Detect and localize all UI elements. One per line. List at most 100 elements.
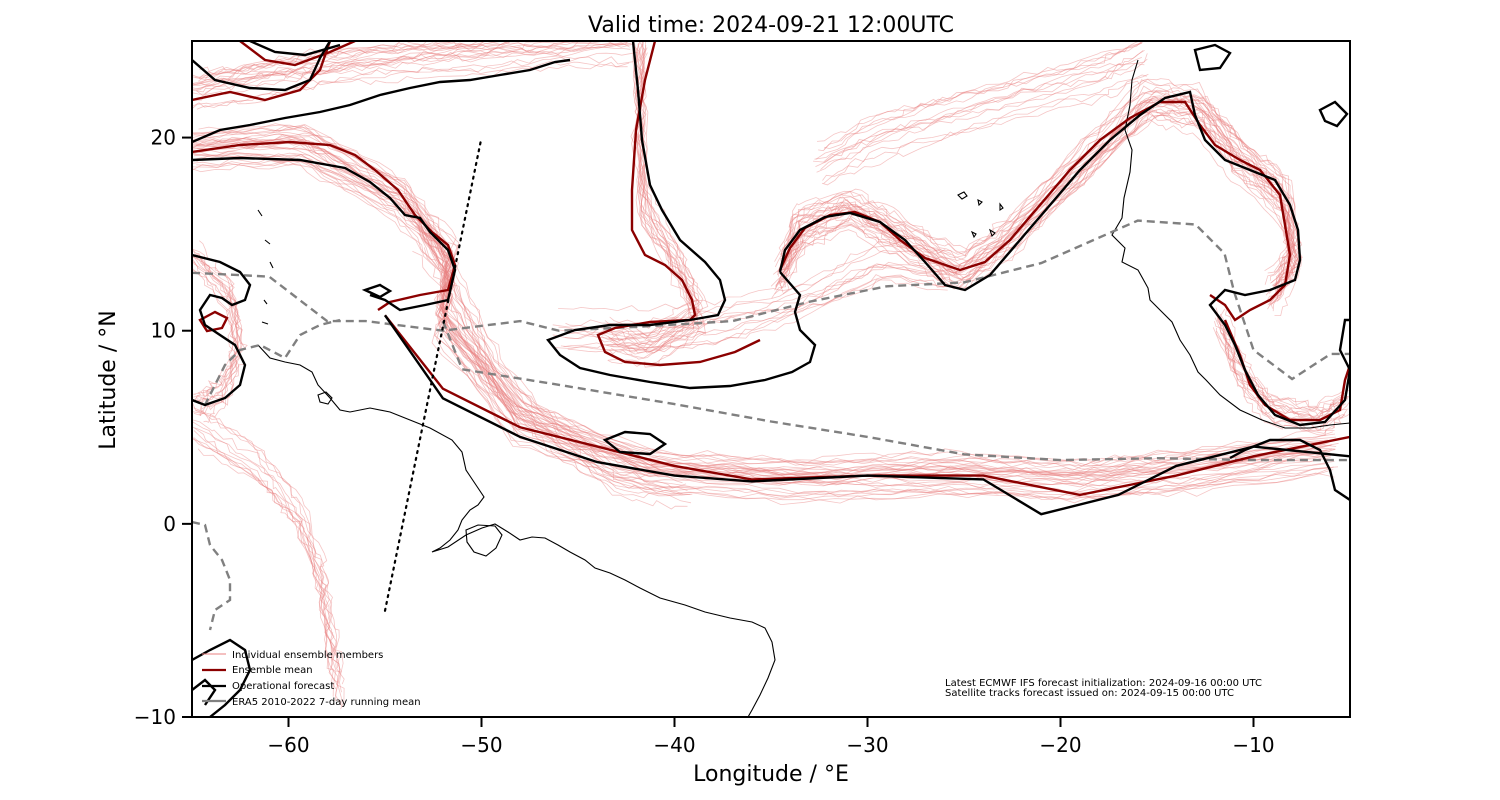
ensemble-member-line xyxy=(192,124,1329,467)
ensemble-member-line xyxy=(192,421,337,690)
plot-frame xyxy=(191,40,1351,718)
y-axis-ticks: −10 0 10 20 xyxy=(134,126,192,729)
ensemble-member-line xyxy=(192,163,1334,506)
ensemble-member-line xyxy=(198,131,1330,472)
ensemble-member-line xyxy=(1214,317,1349,413)
ensemble-member-line xyxy=(198,41,536,82)
ensemble-member-line xyxy=(823,73,1149,184)
legend-label-operational: Operational forecast xyxy=(232,681,334,692)
ensemble-member-line xyxy=(193,407,339,669)
x-tick-label: −50 xyxy=(460,733,502,757)
operational-contour-nw xyxy=(192,41,332,92)
ensemble-member-line xyxy=(778,115,1301,310)
amazon-delta-island xyxy=(465,524,503,557)
ensemble-member-line xyxy=(607,41,700,354)
ensemble-member-line xyxy=(608,41,701,347)
ensemble-member-line xyxy=(192,41,630,86)
ensemble-member-line xyxy=(814,50,1144,160)
ensemble-member-line xyxy=(193,124,1335,467)
ensemble-member-line xyxy=(426,214,692,473)
ensemble-member-line xyxy=(823,41,1144,150)
ensemble-member-line xyxy=(193,150,1326,494)
ensemble-member-line xyxy=(782,114,1294,309)
ensemble-member-line xyxy=(192,160,1329,500)
operational-contour-north xyxy=(192,58,571,144)
forecast-init-info: Latest ECMWF IFS forecast initialization… xyxy=(945,678,1262,689)
ensemble-member-line xyxy=(774,119,1297,317)
ensemble-member-line xyxy=(195,135,1333,475)
ensemble-member-line xyxy=(192,43,633,90)
ensemble-member-line xyxy=(565,244,946,327)
ensemble-member-line xyxy=(192,268,235,416)
ensemble-member-line xyxy=(196,43,631,91)
ensemble-member-line xyxy=(770,102,1295,301)
ensemble-member-line xyxy=(192,126,1331,471)
ensemble-member-line xyxy=(779,90,1303,284)
ensemble-member-line xyxy=(420,237,693,497)
ensemble-member-line xyxy=(558,263,944,335)
legend-label-ensemble-mean: Ensemble mean xyxy=(232,665,313,676)
operational-contour-eddy1 xyxy=(361,283,393,299)
operational-contour-trough xyxy=(546,41,817,390)
ensemble-member-line xyxy=(192,256,238,403)
ensemble-member-line xyxy=(192,436,339,702)
ensemble-member-line xyxy=(417,232,687,489)
ensemble-member-line xyxy=(192,438,342,704)
ensemble-member-line xyxy=(192,250,243,403)
ensemble-member-line xyxy=(1216,313,1345,419)
operational-contour-eddy4 xyxy=(1318,100,1349,128)
south-america-coastline xyxy=(257,344,776,717)
ensemble-member-line xyxy=(199,41,454,72)
ensemble-member-line xyxy=(608,48,698,352)
ensemble-mean-contour-nw xyxy=(192,41,332,102)
ensemble-member-line xyxy=(563,274,948,348)
ensemble-member-line xyxy=(194,427,342,693)
ensemble-member-line xyxy=(1219,313,1350,421)
ensemble-member-line xyxy=(423,247,692,504)
operational-contour-nw2 xyxy=(249,41,341,57)
operational-contour-sw xyxy=(192,638,252,717)
y-tick-label: 10 xyxy=(151,319,176,343)
ensemble-member-line xyxy=(199,41,544,84)
ensemble-member-line xyxy=(192,269,238,423)
ensemble-member-line xyxy=(199,240,248,398)
ensemble-member-line xyxy=(192,41,546,78)
ensemble-member-line xyxy=(197,138,1329,479)
legend-label-era5: ERA5 2010-2022 7-day running mean xyxy=(232,697,421,708)
ensemble-member-line xyxy=(192,160,1339,501)
ensemble-member-line xyxy=(816,58,1148,173)
coastlines xyxy=(257,59,1350,717)
ensemble-member-line xyxy=(193,437,345,710)
africa-coastline xyxy=(1111,59,1350,429)
ensemble-member-line xyxy=(192,158,1329,504)
ensemble-member-line xyxy=(196,157,1335,501)
x-tick-label: −10 xyxy=(1232,733,1274,757)
ensemble-member-line xyxy=(192,41,567,84)
ensemble-member-line xyxy=(774,87,1302,284)
ensemble-member-line xyxy=(1214,320,1344,418)
ensemble-member-line xyxy=(1225,308,1350,409)
ensemble-member-line xyxy=(193,430,335,697)
y-tick-label: 0 xyxy=(163,512,176,536)
ensemble-member-line xyxy=(784,79,1292,281)
x-tick-label: −60 xyxy=(267,733,309,757)
ensemble-member-line xyxy=(606,44,699,354)
era5-mean-contour-south xyxy=(441,320,1350,462)
figure-title: Valid time: 2024-09-21 12:00UTC xyxy=(588,13,954,38)
x-tick-label: −30 xyxy=(846,733,888,757)
legend-label-ensemble-members: Individual ensemble members xyxy=(232,650,383,661)
ensemble-member-line xyxy=(560,263,952,339)
ensemble-member-line xyxy=(564,265,946,343)
map-area xyxy=(192,41,1350,717)
ensemble-member-line xyxy=(192,255,241,402)
ensemble-member-line xyxy=(192,41,629,93)
ensemble-member-line xyxy=(192,62,630,108)
satellite-track-info: Satellite tracks forecast issued on: 202… xyxy=(945,688,1234,699)
ensemble-member-line xyxy=(192,124,1333,466)
ensemble-member-line xyxy=(816,41,1140,142)
ensemble-member-line xyxy=(192,41,629,86)
ensemble-member-line xyxy=(781,89,1295,286)
ensemble-member-line xyxy=(192,401,344,673)
ensemble-member-line xyxy=(1215,327,1349,428)
ensemble-member-line xyxy=(196,141,1335,481)
